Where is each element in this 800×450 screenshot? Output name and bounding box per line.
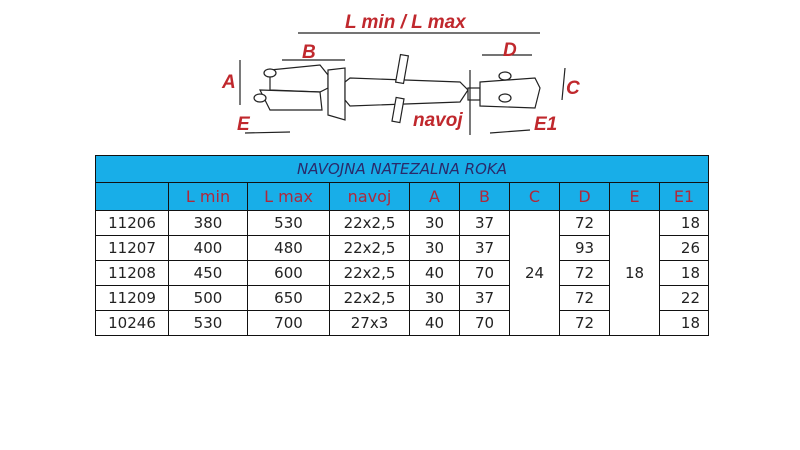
dimension-d-label: D	[503, 40, 517, 61]
length-label: L min / L max	[345, 12, 466, 33]
table-row: 10246 530 700 27x3 40 70 72 18	[95, 310, 709, 336]
cell-e1: 18	[659, 260, 709, 286]
col-header-e1: E1	[659, 182, 709, 211]
cell-lmin: 400	[168, 235, 248, 261]
cell-lmax: 480	[247, 235, 330, 261]
col-header-c: C	[509, 182, 560, 211]
cell-a: 30	[409, 235, 460, 261]
cell-code: 10246	[95, 310, 169, 336]
cell-b: 37	[459, 235, 510, 261]
col-header-b: B	[459, 182, 510, 211]
col-header-code	[95, 182, 169, 211]
specification-table: NAVOJNA NATEZALNA ROKA L min L max navoj…	[95, 155, 709, 336]
cell-e1: 22	[659, 285, 709, 311]
table-row: 11206 380 530 22x2,5 30 37 24 72 18 18	[95, 210, 709, 336]
cell-lmax: 650	[247, 285, 330, 311]
cell-e-merged: 18	[609, 210, 660, 336]
cell-navoj: 22x2,5	[329, 260, 410, 286]
table-row: 11208 450 600 22x2,5 40 70 72 18	[95, 260, 709, 286]
cell-e1: 18	[659, 210, 709, 236]
cell-lmin: 380	[168, 210, 248, 236]
cell-lmin: 500	[168, 285, 248, 311]
col-header-d: D	[559, 182, 610, 211]
cell-code: 11209	[95, 285, 169, 311]
cell-lmax: 600	[247, 260, 330, 286]
cell-lmax: 530	[247, 210, 330, 236]
cell-c-merged: 24	[509, 210, 560, 336]
cell-navoj: 22x2,5	[329, 210, 410, 236]
cell-d: 93	[559, 235, 610, 261]
top-link-drawing	[239, 32, 566, 135]
cell-lmax: 700	[247, 310, 330, 336]
dimension-e1-label: E1	[534, 114, 558, 135]
thread-label: navoj	[413, 110, 463, 131]
cell-e1: 26	[659, 235, 709, 261]
cell-b: 37	[459, 285, 510, 311]
cell-b: 70	[459, 310, 510, 336]
cell-a: 30	[409, 285, 460, 311]
cell-b: 37	[459, 210, 510, 236]
dimension-b-label: B	[302, 42, 316, 63]
cell-d: 72	[559, 260, 610, 286]
col-header-a: A	[409, 182, 460, 211]
cell-code: 11208	[95, 260, 169, 286]
cell-d: 72	[559, 210, 610, 236]
cell-lmin: 530	[168, 310, 248, 336]
dimension-e-label: E	[237, 114, 250, 135]
cell-b: 70	[459, 260, 510, 286]
table-title: NAVOJNA NATEZALNA ROKA	[95, 155, 709, 183]
table-header-row: L min L max navoj A B C D E E1	[95, 182, 709, 211]
cell-a: 30	[409, 210, 460, 236]
col-header-e: E	[609, 182, 660, 211]
cell-a: 40	[409, 310, 460, 336]
cell-code: 11207	[95, 235, 169, 261]
cell-navoj: 22x2,5	[329, 235, 410, 261]
cell-d: 72	[559, 285, 610, 311]
col-header-lmin: L min	[168, 182, 248, 211]
cell-d: 72	[559, 310, 610, 336]
table-row: 11207 400 480 22x2,5 30 37 93 26	[95, 235, 709, 261]
cell-e1: 18	[659, 310, 709, 336]
dimension-c-label: C	[566, 78, 580, 99]
cell-lmin: 450	[168, 260, 248, 286]
cell-a: 40	[409, 260, 460, 286]
cell-navoj: 22x2,5	[329, 285, 410, 311]
col-header-navoj: navoj	[329, 182, 410, 211]
cell-code: 11206	[95, 210, 169, 236]
col-header-lmax: L max	[247, 182, 330, 211]
cell-navoj: 27x3	[329, 310, 410, 336]
dimension-a-label: A	[222, 72, 236, 93]
top-link-diagram: L min / L max B D A C E E1 navoj	[210, 10, 590, 140]
